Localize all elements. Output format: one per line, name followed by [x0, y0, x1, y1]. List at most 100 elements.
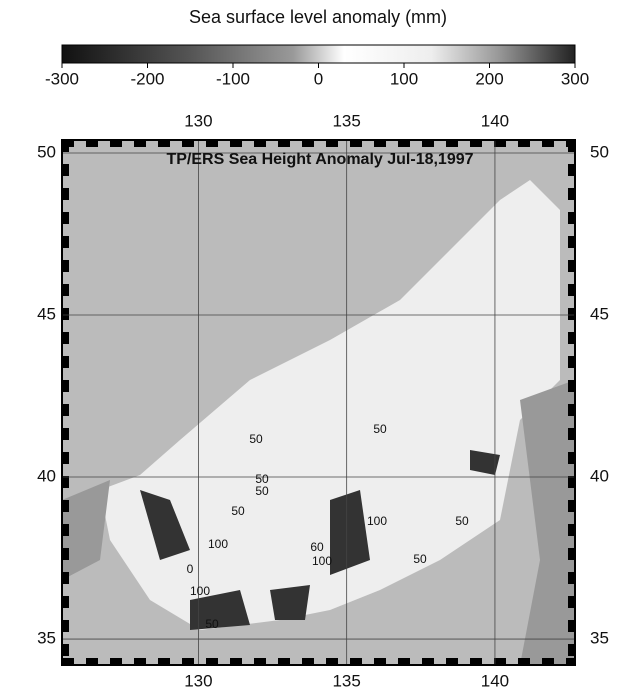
border-segment [568, 356, 575, 368]
border-segment [62, 164, 69, 176]
border-segment [302, 140, 314, 147]
border-segment [374, 140, 386, 147]
border-segment [374, 658, 386, 665]
border-segment [568, 452, 575, 464]
border-segment [568, 308, 575, 320]
border-segment [134, 658, 146, 665]
border-segment [470, 658, 482, 665]
border-segment [568, 404, 575, 416]
border-segment [568, 596, 575, 608]
border-segment [62, 140, 69, 152]
border-segment [62, 644, 69, 656]
border-segment [110, 658, 122, 665]
border-segment [470, 140, 482, 147]
border-segment [568, 260, 575, 272]
lon-tick-label: 135 [332, 671, 360, 690]
border-segment [494, 140, 506, 147]
lon-tick-label: 140 [481, 671, 509, 690]
contour-label: 50 [249, 432, 263, 446]
contour-label: 100 [312, 554, 332, 568]
lat-tick-label: 45 [590, 304, 609, 323]
border-segment [62, 524, 69, 536]
border-segment [110, 140, 122, 147]
border-segment [350, 658, 362, 665]
contour-label: 50 [255, 484, 269, 498]
border-segment [568, 140, 575, 152]
lon-tick-label: 135 [332, 111, 360, 130]
border-segment [62, 188, 69, 200]
lat-tick-label: 40 [590, 467, 609, 486]
border-segment [568, 476, 575, 488]
lon-tick-label: 140 [481, 111, 509, 130]
border-segment [62, 404, 69, 416]
border-segment [62, 620, 69, 632]
contour-label: 0 [187, 562, 194, 576]
border-segment [62, 548, 69, 560]
lon-tick-label: 130 [184, 671, 212, 690]
colorbar-tick-label: 300 [561, 69, 589, 88]
lat-tick-label: 45 [37, 304, 56, 323]
border-segment [326, 658, 338, 665]
border-segment [568, 236, 575, 248]
border-segment [62, 380, 69, 392]
border-segment [62, 596, 69, 608]
border-segment [62, 332, 69, 344]
border-segment [398, 658, 410, 665]
border-segment [326, 140, 338, 147]
border-segment [134, 140, 146, 147]
figure: Sea surface level anomaly (mm) -300-200-… [0, 0, 620, 693]
lon-tick-label: 130 [184, 111, 212, 130]
border-segment [182, 658, 194, 665]
border-segment [568, 644, 575, 656]
border-segment [62, 356, 69, 368]
contour-label: 100 [367, 514, 387, 528]
border-segment [446, 658, 458, 665]
border-segment [62, 308, 69, 320]
border-segment [518, 140, 530, 147]
border-segment [568, 164, 575, 176]
border-segment [254, 658, 266, 665]
border-segment [278, 658, 290, 665]
border-segment [254, 140, 266, 147]
border-segment [350, 140, 362, 147]
border-segment [398, 140, 410, 147]
contour-label: 100 [208, 537, 228, 551]
colorbar [62, 45, 575, 63]
colorbar-tick-label: -100 [216, 69, 250, 88]
contour-label: 50 [455, 514, 469, 528]
border-segment [62, 428, 69, 440]
border-segment [568, 620, 575, 632]
border-segment [278, 140, 290, 147]
border-segment [62, 476, 69, 488]
border-segment [446, 140, 458, 147]
border-segment [62, 236, 69, 248]
border-segment [518, 658, 530, 665]
border-segment [568, 548, 575, 560]
border-segment [230, 658, 242, 665]
border-segment [302, 658, 314, 665]
contour-label: 50 [205, 617, 219, 631]
colorbar-tick-label: 0 [314, 69, 323, 88]
border-segment [158, 658, 170, 665]
lat-tick-label: 50 [590, 142, 609, 161]
lat-tick-label: 35 [37, 629, 56, 648]
border-segment [568, 428, 575, 440]
border-segment [542, 140, 554, 147]
border-segment [422, 140, 434, 147]
border-segment [566, 658, 575, 665]
border-segment [62, 452, 69, 464]
lat-tick-label: 50 [37, 142, 56, 161]
border-segment [542, 658, 554, 665]
contour-label: 50 [231, 504, 245, 518]
contour-label: 50 [373, 422, 387, 436]
border-segment [86, 140, 98, 147]
border-segment [158, 140, 170, 147]
border-segment [568, 500, 575, 512]
border-segment [86, 658, 98, 665]
border-segment [422, 658, 434, 665]
border-segment [62, 284, 69, 296]
lat-tick-label: 35 [590, 629, 609, 648]
colorbar-tick-label: 200 [475, 69, 503, 88]
colorbar-tick-label: -300 [45, 69, 79, 88]
border-segment [182, 140, 194, 147]
